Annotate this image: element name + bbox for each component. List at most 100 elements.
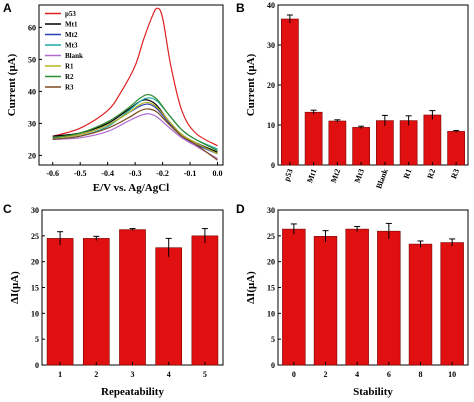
panel-d-x-tick-label: 10	[448, 370, 456, 379]
panel-a-legend-label: Mt3	[65, 42, 78, 50]
panel-b-x-tick-label: Mt1	[305, 168, 318, 184]
panel-b-x-tick-label: R2	[425, 168, 437, 180]
panel-a-legend-label: p53	[65, 10, 76, 18]
panel-b-bar-chart: 0 10 20 30 40 Current (μA) p53 Mt1 Mt2 Mt3 Blank R1…	[245, 1, 469, 190]
panel-a-series-line-blank	[52, 113, 218, 160]
panel-c-x-tick-label: 4	[167, 370, 171, 379]
panel-c-y-tick-label: 0	[35, 361, 39, 370]
panel-d-x-tick-label: 4	[355, 370, 359, 379]
panel-c-y-tick-label: 10	[31, 309, 39, 318]
panel-c-y-tick-label: 20	[31, 258, 39, 267]
panel-c-y-axis-title: ΔI(μA)	[9, 271, 21, 304]
panel-d-y-tick-label: 30	[267, 206, 275, 215]
panel-a-x-tick-label: -0.1	[184, 169, 197, 178]
panel-b-x-tick-label: Mt2	[329, 168, 342, 184]
panel-c-x-tick-label: 3	[131, 370, 135, 379]
panel-c-y-tick-label: 15	[31, 284, 39, 293]
panel-a-y-axis-title: Current (μA)	[6, 53, 18, 116]
panel-d-y-axis-title: ΔI(μA)	[245, 271, 257, 304]
panel-c-bar	[119, 229, 146, 366]
panel-b-bar	[447, 131, 465, 166]
panel-a-legend-label: R3	[65, 84, 74, 92]
panel-d-x-tick-label: 6	[387, 370, 391, 379]
panel-label-b: B	[236, 1, 245, 15]
panel-c-y-tick-label: 30	[31, 206, 39, 215]
panel-d-bar	[313, 236, 338, 366]
panel-b-bar	[423, 114, 442, 166]
panel-label-d: D	[236, 202, 245, 216]
panel-b-bar	[304, 111, 323, 166]
panel-d-y-tick-label: 20	[267, 258, 275, 267]
panel-d-y-tick-label: 5	[271, 335, 275, 344]
panel-b-y-tick-label: 20	[267, 81, 275, 90]
panel-c-x-tick-label: 5	[203, 370, 207, 379]
panel-d-x-tick-label: 0	[292, 370, 296, 379]
panel-c-y-tick-label: 25	[31, 232, 39, 241]
panel-a-legend-label: Mt2	[65, 31, 78, 39]
panel-a-series-line-p53	[52, 7, 218, 147]
panel-a-x-axis-title: E/V vs. Ag/AgCl	[93, 182, 170, 194]
panel-d-y-tick-label: 25	[267, 232, 275, 241]
panel-a-legend-label: R2	[65, 73, 74, 81]
panel-d-stability-chart: 0 5 10 15 20 25 30 ΔI(μA) 0 2 4 6 8 10 Stability	[245, 206, 469, 398]
panel-label-a: A	[3, 1, 12, 15]
panel-b-x-tick-label: R3	[449, 168, 461, 180]
panel-d-y-tick-label: 0	[271, 361, 275, 370]
panel-b-bar	[352, 127, 370, 166]
panel-a-y-tick-label: 60	[28, 23, 36, 32]
panel-b-x-tick-label: Mt3	[353, 168, 366, 184]
panel-a-y-tick-label: 40	[28, 87, 36, 96]
panel-d-x-tick-label: 2	[324, 370, 328, 379]
panel-a-series-line-r1	[52, 101, 218, 155]
panel-b-y-tick-label: 10	[267, 121, 275, 130]
panel-d-bar	[440, 242, 464, 366]
panel-a-x-tick-label: -0.4	[101, 169, 114, 178]
panel-d-plot-frame	[277, 209, 469, 366]
panel-a-y-tick-label: 20	[28, 151, 36, 160]
panel-a-x-tick-label: 0.0	[213, 169, 223, 178]
panel-c-x-tick-label: 2	[94, 370, 98, 379]
panel-d-bar	[345, 228, 369, 366]
panel-c-bar	[191, 235, 219, 366]
panel-d-bar	[377, 230, 401, 366]
panel-a-y-tick-label: 50	[28, 55, 36, 64]
panel-b-y-axis-title: Current (μA)	[245, 53, 257, 116]
panel-c-bar	[155, 247, 183, 366]
panel-a-series-line-r3	[52, 108, 218, 161]
panel-d-y-tick-label: 15	[267, 284, 275, 293]
panel-d-x-tick-label: 8	[419, 370, 423, 379]
panel-d-y-tick-label: 10	[267, 309, 275, 318]
panel-b-y-tick-label: 30	[267, 41, 275, 50]
panel-b-bar	[376, 120, 394, 166]
panel-b-x-tick-label: Blank	[374, 167, 390, 190]
panel-label-c: C	[3, 202, 12, 216]
panel-b-y-tick-label: 40	[267, 1, 275, 10]
panel-d-bar	[408, 243, 433, 366]
panel-b-bar	[328, 120, 347, 166]
panel-a-legend-label: R1	[65, 63, 74, 71]
panel-d-bar	[282, 228, 306, 366]
panel-a-legend-label: Mt1	[65, 21, 78, 29]
panel-b-x-tick-label: p53	[282, 168, 295, 183]
panel-b-bar	[399, 120, 418, 166]
panel-b-x-tick-label: R1	[402, 168, 414, 180]
panel-a-plot-frame	[38, 4, 224, 166]
panel-c-repeatability-chart: 0 5 10 15 20 25 30 ΔI(μA) 1 2 3 4 5 Repeatability	[9, 206, 224, 398]
panel-c-bar	[82, 238, 110, 366]
panel-a-x-tick-label: -0.6	[46, 169, 59, 178]
panel-c-x-axis-title: Repeatability	[101, 386, 164, 398]
panel-c-bar	[46, 238, 74, 366]
panel-a-series-line-r2	[52, 93, 218, 152]
panel-a-x-tick-label: -0.5	[74, 169, 87, 178]
panel-a-x-tick-label: -0.2	[156, 169, 169, 178]
panel-a-legend-label: Blank	[65, 52, 83, 60]
panel-a-x-tick-label: -0.3	[129, 169, 142, 178]
panel-a-y-tick-label: 30	[28, 119, 36, 128]
panel-d-x-axis-title: Stability	[353, 386, 393, 398]
panel-b-bar	[281, 18, 299, 166]
panel-c-y-tick-label: 5	[35, 335, 39, 344]
panel-b-y-tick-label: 0	[271, 161, 275, 170]
panel-c-x-tick-label: 1	[58, 370, 62, 379]
panel-a-cv-chart: 20 30 40 50 60 Current (μA) -0.6 -0.5 -0.4 -0.3 -0…	[6, 4, 224, 194]
